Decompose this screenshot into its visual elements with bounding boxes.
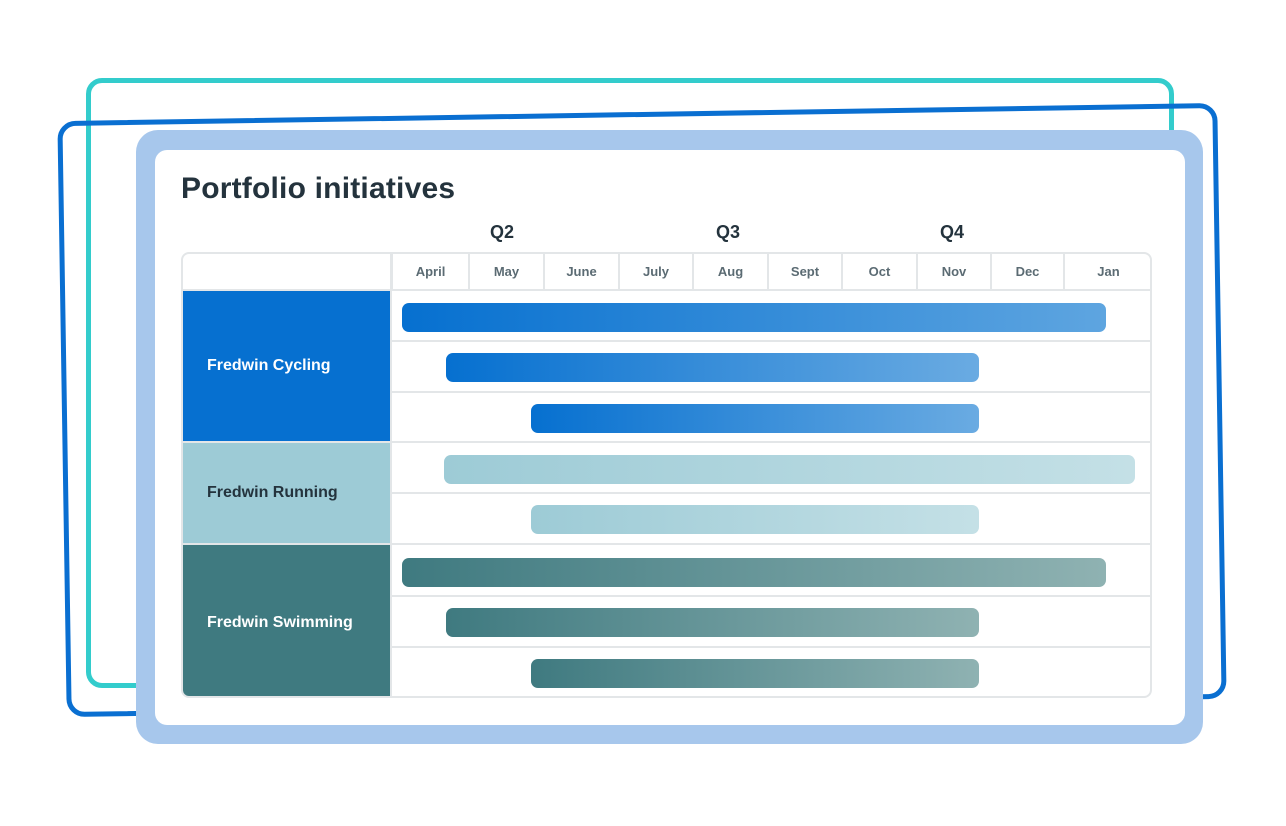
row-divider	[391, 646, 1150, 648]
row-divider	[391, 492, 1150, 494]
month-header-sept: Sept	[767, 254, 841, 289]
group-label-swimming: Fredwin Swimming	[183, 545, 390, 696]
month-header-may: May	[468, 254, 543, 289]
month-header-aug: Aug	[692, 254, 767, 289]
group-label-text: Fredwin Running	[207, 484, 338, 501]
header-divider	[183, 289, 1150, 291]
group-divider	[183, 543, 1150, 545]
group-label-cycling: Fredwin Cycling	[183, 291, 390, 441]
gantt-bar-cycling-1[interactable]	[402, 303, 1106, 332]
group-divider	[183, 441, 1150, 443]
gantt-grid: April May June July Aug Sept Oct Nov Dec…	[181, 252, 1152, 698]
gantt-bar-swimming-2[interactable]	[446, 608, 979, 637]
month-header-nov: Nov	[916, 254, 990, 289]
row-divider	[391, 340, 1150, 342]
gantt-bar-swimming-1[interactable]	[402, 558, 1106, 587]
month-header-june: June	[543, 254, 618, 289]
page-title: Portfolio initiatives	[181, 172, 456, 205]
group-label-text: Fredwin Cycling	[207, 357, 331, 374]
row-divider	[391, 595, 1150, 597]
quarter-label-q3: Q3	[715, 222, 741, 242]
month-header-july: July	[618, 254, 692, 289]
label-column-divider	[390, 254, 392, 696]
month-header-dec: Dec	[990, 254, 1063, 289]
gantt-bar-running-2[interactable]	[531, 505, 979, 534]
gantt-bar-cycling-2[interactable]	[446, 353, 979, 382]
group-label-text: Fredwin Swimming	[207, 613, 353, 631]
gantt-bar-running-1[interactable]	[444, 455, 1135, 484]
group-label-running: Fredwin Running	[183, 443, 390, 543]
month-header-jan: Jan	[1063, 254, 1150, 289]
month-header-april: April	[391, 254, 468, 289]
row-divider	[391, 391, 1150, 393]
quarter-label-q2: Q2	[489, 222, 515, 242]
gantt-bar-cycling-3[interactable]	[531, 404, 979, 433]
quarter-label-q4: Q4	[939, 222, 965, 242]
gantt-bar-swimming-3[interactable]	[531, 659, 979, 688]
month-header-oct: Oct	[841, 254, 916, 289]
